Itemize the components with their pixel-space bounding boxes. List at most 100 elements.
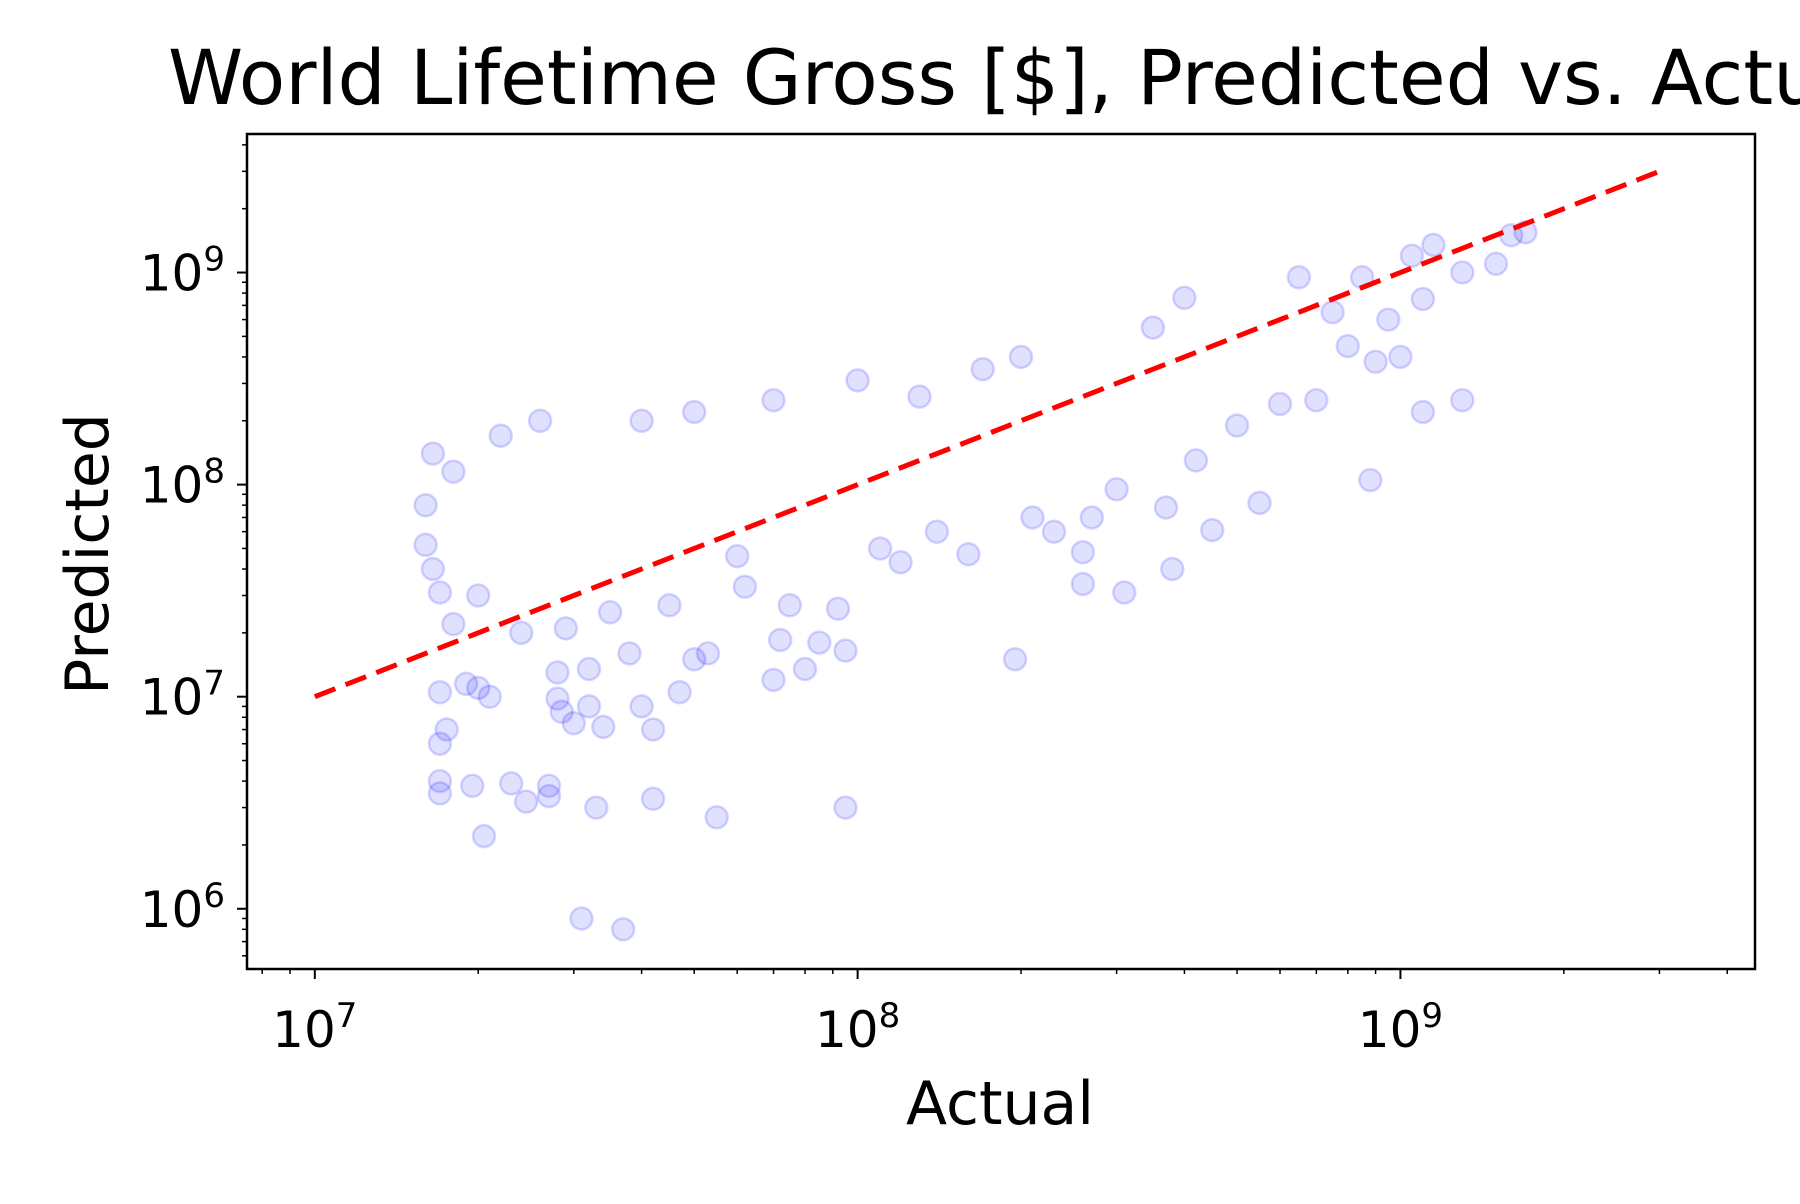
data-point-17 <box>465 583 491 608</box>
data-point-84 <box>1286 265 1312 290</box>
x-axis-label: Actual <box>906 1069 1094 1139</box>
data-point-96 <box>1421 232 1446 258</box>
data-point-74 <box>1112 580 1137 605</box>
data-point-72 <box>1079 505 1105 530</box>
data-point-6 <box>427 731 453 756</box>
data-point-78 <box>1172 285 1197 311</box>
data-point-2 <box>427 679 453 705</box>
data-point-87 <box>1335 333 1361 359</box>
data-point-80 <box>1199 517 1225 543</box>
data-point-29 <box>561 710 587 736</box>
data-point-19 <box>498 771 524 796</box>
data-point-10 <box>441 459 466 484</box>
data-point-93 <box>1399 243 1425 268</box>
data-point-55 <box>807 630 832 655</box>
data-point-23 <box>536 773 562 799</box>
data-point-94 <box>1410 399 1436 425</box>
data-point-64 <box>956 541 981 567</box>
data-point-8 <box>420 556 446 582</box>
data-point-12 <box>453 671 479 697</box>
data-point-13 <box>460 773 485 799</box>
data-point-3 <box>434 717 459 742</box>
data-point-60 <box>867 536 893 561</box>
data-point-83 <box>1267 391 1293 417</box>
data-point-22 <box>527 408 553 434</box>
data-point-30 <box>569 906 594 931</box>
data-point-70 <box>1070 571 1096 597</box>
data-point-62 <box>907 384 932 409</box>
data-point-61 <box>888 550 913 575</box>
data-point-15 <box>477 684 502 709</box>
x-tick-label: 109 <box>1358 996 1443 1059</box>
data-point-71 <box>1070 539 1096 565</box>
data-point-42 <box>657 592 682 618</box>
data-point-99 <box>1483 251 1509 277</box>
data-point-41 <box>640 717 666 742</box>
data-point-63 <box>924 519 950 544</box>
data-point-0 <box>413 492 438 518</box>
data-point-31 <box>576 656 602 682</box>
data-point-45 <box>681 399 707 425</box>
data-point-39 <box>629 694 654 719</box>
data-point-81 <box>1224 413 1250 438</box>
data-point-56 <box>825 596 851 621</box>
data-point-16 <box>465 675 491 701</box>
y-tick-label: 107 <box>140 664 225 727</box>
data-point-48 <box>724 543 750 569</box>
data-point-95 <box>1410 286 1436 312</box>
data-point-58 <box>833 795 858 820</box>
data-point-44 <box>681 647 707 672</box>
data-point-1 <box>420 441 446 466</box>
y-axis-label: Predicted <box>53 413 123 695</box>
data-point-5 <box>427 768 453 794</box>
y-tick-label: 108 <box>140 452 225 515</box>
data-point-50 <box>761 387 786 413</box>
data-point-34 <box>591 714 616 740</box>
data-point-73 <box>1104 477 1129 502</box>
reference-line <box>313 169 1661 700</box>
data-point-59 <box>845 368 870 393</box>
data-point-76 <box>1153 495 1179 520</box>
data-point-97 <box>1450 387 1475 413</box>
data-point-18 <box>488 423 513 448</box>
x-tick-label: 107 <box>272 996 357 1059</box>
data-point-90 <box>1363 349 1388 374</box>
data-point-77 <box>1160 556 1185 582</box>
data-point-37 <box>617 641 642 666</box>
data-point-32 <box>576 694 602 719</box>
y-tick-label: 106 <box>140 876 225 939</box>
data-point-91 <box>1376 307 1401 332</box>
reference-line-layer <box>313 169 1661 700</box>
data-point-52 <box>767 627 793 653</box>
data-point-11 <box>441 611 466 637</box>
data-point-40 <box>640 786 666 812</box>
data-point-79 <box>1183 448 1209 473</box>
data-point-46 <box>695 641 721 666</box>
y-axis-ticks: 106 107 108 109 <box>140 144 247 957</box>
data-point-14 <box>471 823 497 849</box>
data-point-38 <box>629 408 654 434</box>
x-tick-label: 108 <box>815 996 900 1059</box>
data-point-27 <box>549 699 574 724</box>
plot-frame <box>245 132 1757 971</box>
data-point-66 <box>1002 647 1028 672</box>
data-point-86 <box>1320 299 1345 325</box>
data-point-25 <box>545 686 570 711</box>
y-tick-label: 109 <box>140 240 225 303</box>
data-point-82 <box>1247 490 1272 516</box>
data-point-4 <box>427 781 453 806</box>
data-point-67 <box>1008 344 1034 370</box>
data-point-54 <box>792 656 818 682</box>
data-point-65 <box>970 356 995 382</box>
data-point-7 <box>413 532 438 558</box>
data-point-28 <box>553 616 579 641</box>
data-point-89 <box>1358 467 1383 493</box>
data-point-85 <box>1304 387 1329 413</box>
data-point-35 <box>597 600 623 625</box>
data-point-57 <box>833 638 858 663</box>
data-point-92 <box>1388 344 1413 370</box>
data-points <box>413 219 1538 942</box>
data-point-98 <box>1450 260 1475 285</box>
